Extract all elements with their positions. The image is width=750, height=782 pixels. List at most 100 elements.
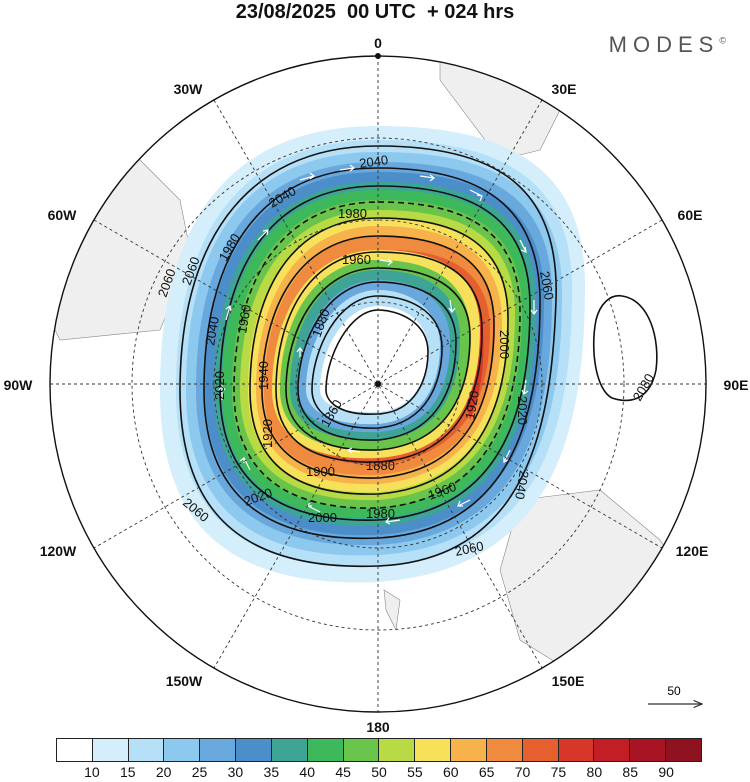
polar-map: 0 30E 60E 90E 120E 150E 180 150W 120W 90…: [4, 35, 749, 735]
meridian-30E-150W: [213, 99, 543, 669]
contour-label: 2060: [537, 270, 557, 301]
contour-label: 1900: [306, 464, 335, 479]
colorbar-swatch: [630, 739, 667, 761]
colorbar-swatch: [343, 739, 380, 761]
colorbar-tick-label: 60: [442, 764, 459, 780]
contour-label: 2060: [454, 538, 485, 559]
colorbar-tick-label: 45: [335, 764, 351, 780]
south-pole-marker: [375, 381, 381, 387]
wind-arrow: [448, 299, 456, 313]
wind-arrow: [225, 304, 232, 321]
colorbar-tick-label: 15: [119, 764, 136, 780]
lon-label: 60W: [48, 207, 78, 223]
contour-1900: [297, 281, 457, 441]
contour-label: 1960: [342, 252, 371, 267]
colorbar-swatch: [92, 739, 129, 761]
colorbar-tick-label: 75: [550, 764, 567, 780]
contour-label: 2040: [202, 315, 222, 346]
colorbar-swatch: [57, 739, 93, 761]
colorbar-swatch: [522, 739, 559, 761]
contour-label: 1920: [462, 389, 482, 420]
colorbar-tick-label: 40: [299, 764, 316, 780]
wind-arrow: [530, 300, 538, 315]
graticule: [50, 56, 706, 712]
contour-label: 2040: [358, 152, 389, 171]
new-zealand-land: [383, 589, 401, 632]
contour-label: 1960: [234, 303, 254, 334]
colorbar-tick-label: 50: [371, 764, 387, 780]
contour-label: 1980: [366, 506, 395, 521]
colorbar-swatch: [307, 739, 344, 761]
wind-arrow: [218, 385, 226, 400]
colorbar-swatch: [415, 739, 452, 761]
wind-arrow: [346, 447, 361, 454]
contour-label: 2020: [212, 371, 227, 400]
wind-arrow: [503, 449, 511, 463]
colorbar-tick-label: 20: [155, 764, 172, 780]
wind-arrow: [419, 174, 435, 182]
contour-1940: [275, 251, 483, 463]
contour-label: 2040: [512, 469, 532, 500]
contour-2080: [592, 295, 658, 402]
colorbar-tick-label: 55: [407, 764, 423, 780]
brand-name: MODES: [608, 32, 720, 57]
lon-label: 180: [366, 719, 390, 735]
contour-label: 2020: [515, 396, 530, 425]
wind-arrow: [521, 379, 529, 395]
boundary-marker: [375, 53, 381, 59]
colorbar-swatch: [128, 739, 165, 761]
colorbar-tick-label: 90: [658, 764, 674, 780]
contour-label: 1980: [338, 206, 367, 221]
contour-1880: [311, 295, 443, 429]
colorbar: [56, 738, 702, 762]
wind-arrow: [385, 517, 401, 525]
wind-arrow: [457, 499, 471, 507]
lon-label: 90E: [724, 377, 749, 393]
map-title: 23/08/2025 00 UTC + 024 hrs: [235, 1, 515, 23]
meridian-60W-120E: [93, 219, 663, 549]
lon-label: 30E: [552, 81, 577, 97]
colorbar-swatch: [558, 739, 595, 761]
brand-logo: MODES©: [609, 32, 726, 58]
colorbar-swatch: [271, 739, 308, 761]
contour-1920: [285, 267, 471, 451]
lon-label: 60E: [678, 207, 703, 223]
wind-vectors: [218, 164, 538, 525]
meridian-60E-120W: [93, 219, 663, 549]
colorbar-tick-label: 35: [263, 764, 280, 780]
contour-label: 1880: [366, 458, 395, 473]
contour-label: 1920: [260, 419, 275, 448]
contour-1860: [325, 309, 429, 415]
lon-label: 150W: [166, 673, 203, 689]
lon-label: 90W: [4, 377, 34, 393]
wind-arrow: [339, 164, 355, 172]
colorbar-swatch: [164, 739, 201, 761]
colorbar-tick-label: 70: [514, 764, 531, 780]
colorbar-swatch: [200, 739, 237, 761]
lon-label: 120W: [40, 543, 77, 559]
colorbar-swatch: [486, 739, 523, 761]
colorbar-swatch: [379, 739, 416, 761]
meridian-30W-150E: [213, 99, 543, 669]
map-disk: [50, 56, 706, 712]
lon-label: 0: [374, 35, 382, 51]
lon-label: 30W: [174, 81, 204, 97]
contour-2000: [233, 201, 521, 509]
colorbar-tick-label: 80: [586, 764, 603, 780]
colorbar-swatch: [451, 739, 487, 761]
latitude-circle: [131, 137, 625, 631]
colorbar-tick-label: 85: [622, 764, 639, 780]
longitude-labels: 0 30E 60E 90E 120E 150E 180 150W 120W 90…: [4, 35, 749, 735]
contour-label: 1940: [256, 361, 271, 390]
contour-label: 2000: [497, 330, 512, 359]
brand-mark: ©: [719, 35, 726, 46]
lon-label: 150E: [552, 673, 585, 689]
contour-label: 2000: [308, 510, 337, 525]
wind-arrow: [257, 229, 269, 241]
colorbar-tick-label: 30: [227, 764, 244, 780]
wind-arrow: [519, 239, 527, 253]
colorbar-swatch: [594, 739, 631, 761]
colorbar-tick-label: 65: [478, 764, 495, 780]
colorbar-swatch: [666, 739, 701, 761]
colorbar-swatch: [236, 739, 272, 761]
